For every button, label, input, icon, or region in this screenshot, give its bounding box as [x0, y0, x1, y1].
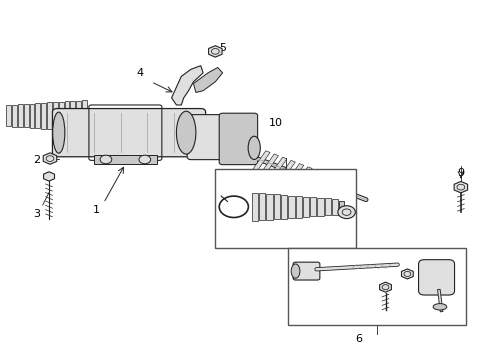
Bar	[251, 193, 258, 221]
Text: 5: 5	[219, 43, 225, 53]
Text: 6: 6	[355, 334, 362, 344]
Bar	[317, 198, 323, 216]
Polygon shape	[320, 176, 337, 197]
Ellipse shape	[432, 303, 446, 310]
Polygon shape	[285, 163, 303, 184]
Bar	[309, 197, 316, 216]
Bar	[6, 105, 11, 126]
FancyBboxPatch shape	[187, 114, 236, 159]
Bar	[266, 194, 272, 220]
Bar	[35, 103, 40, 128]
Bar	[24, 104, 29, 127]
Bar	[70, 101, 75, 130]
Circle shape	[100, 155, 112, 164]
Text: 11: 11	[334, 179, 348, 189]
Bar	[281, 195, 287, 219]
Polygon shape	[311, 173, 328, 193]
Polygon shape	[303, 170, 320, 190]
Polygon shape	[252, 151, 269, 171]
FancyBboxPatch shape	[418, 260, 454, 295]
Polygon shape	[43, 153, 57, 164]
Polygon shape	[43, 172, 54, 181]
Bar	[76, 101, 81, 131]
Bar	[47, 103, 52, 129]
Polygon shape	[171, 66, 203, 105]
Bar	[41, 103, 46, 129]
Bar	[259, 193, 265, 220]
Polygon shape	[294, 167, 311, 187]
Bar	[331, 199, 338, 215]
Bar	[215, 169, 356, 248]
Ellipse shape	[53, 112, 65, 153]
FancyBboxPatch shape	[219, 113, 257, 165]
Polygon shape	[208, 46, 222, 57]
Ellipse shape	[176, 111, 196, 154]
Bar	[273, 194, 280, 219]
Bar	[30, 104, 34, 128]
Text: 2: 2	[33, 156, 40, 165]
Bar	[287, 248, 465, 325]
Bar	[94, 155, 157, 164]
FancyBboxPatch shape	[292, 262, 319, 280]
Text: 7: 7	[420, 259, 427, 269]
Ellipse shape	[247, 136, 260, 159]
Bar	[18, 104, 23, 127]
Text: 12: 12	[242, 203, 256, 213]
Bar	[302, 197, 308, 217]
Bar	[324, 198, 330, 215]
Text: 3: 3	[33, 209, 40, 219]
Bar	[287, 195, 294, 218]
Text: 10: 10	[268, 118, 283, 128]
Text: 1: 1	[93, 205, 100, 215]
Text: 4: 4	[136, 68, 143, 78]
Bar	[59, 102, 63, 130]
Polygon shape	[379, 282, 390, 292]
Polygon shape	[401, 269, 412, 279]
Polygon shape	[277, 161, 295, 181]
Circle shape	[337, 206, 355, 219]
Bar	[82, 100, 87, 131]
Text: 8: 8	[364, 288, 371, 297]
Bar	[295, 196, 301, 217]
Circle shape	[139, 155, 150, 164]
Polygon shape	[261, 154, 278, 175]
FancyBboxPatch shape	[52, 109, 205, 157]
Bar	[53, 102, 58, 129]
Text: 9: 9	[456, 168, 464, 178]
Polygon shape	[453, 181, 467, 193]
Polygon shape	[193, 67, 222, 93]
Bar	[12, 105, 17, 127]
Ellipse shape	[290, 264, 299, 278]
Polygon shape	[269, 157, 286, 178]
Bar	[64, 102, 69, 130]
Polygon shape	[328, 180, 345, 200]
Bar	[339, 202, 344, 210]
